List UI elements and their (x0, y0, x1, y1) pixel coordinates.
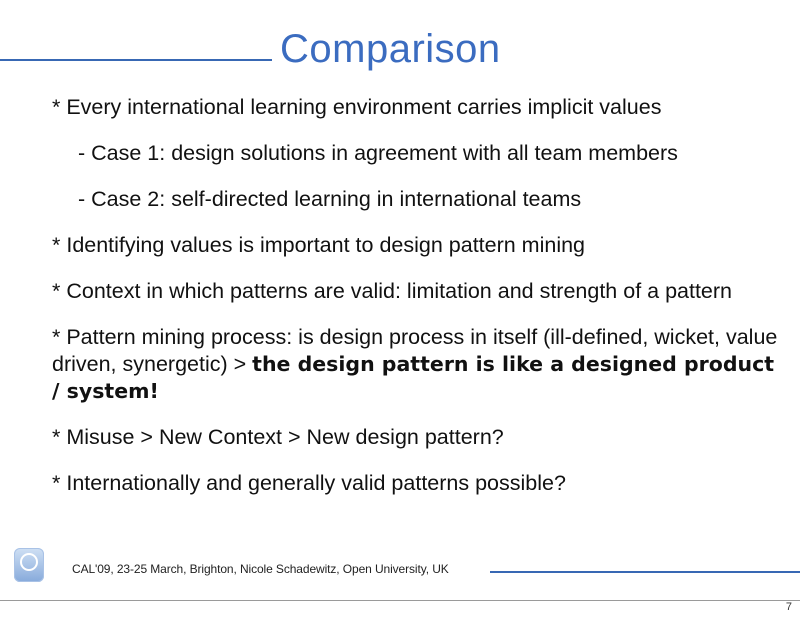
sub-bullet-case-2: - Case 2: self-directed learning in inte… (78, 187, 582, 211)
open-university-logo-icon (14, 548, 44, 582)
title-divider (0, 59, 272, 61)
footer-divider (490, 571, 800, 573)
sub-bullet-case-1: - Case 1: design solutions in agreement … (78, 141, 678, 165)
page-edge (0, 600, 800, 601)
page-number: 7 (785, 601, 792, 613)
bullet-context: * Context in which patterns are valid: l… (52, 279, 733, 303)
bullet-misuse: * Misuse > New Context > New design patt… (52, 425, 504, 449)
bullet-international-patterns: * Internationally and generally valid pa… (52, 471, 566, 495)
slide: Comparison * Every international learnin… (0, 27, 800, 582)
pattern-mining-emphasis: the design pattern is like a designed pr… (52, 352, 775, 403)
footer-text: CAL'09, 23-25 March, Brighton, Nicole Sc… (72, 562, 449, 576)
bullet-pattern-mining: * Pattern mining process: is design proc… (52, 324, 782, 405)
pattern-mining-text: * Pattern mining process: is design proc… (52, 325, 778, 376)
slide-body: * Every international learning environme… (52, 94, 782, 516)
bullet-implicit-values: * Every international learning environme… (52, 95, 662, 119)
bullet-identifying-values: * Identifying values is important to des… (52, 233, 586, 257)
slide-title: Comparison (280, 27, 501, 71)
